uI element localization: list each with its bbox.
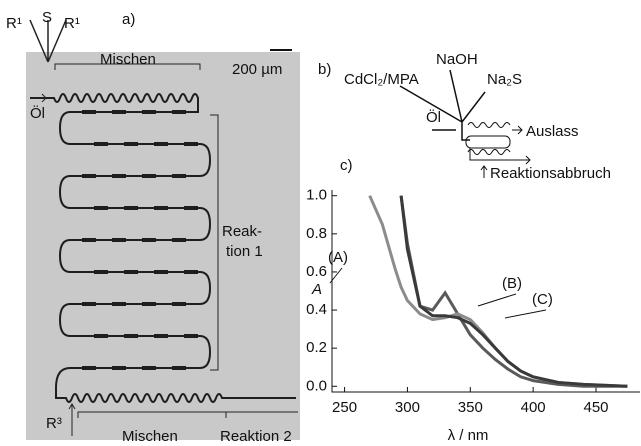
droplet xyxy=(94,334,108,338)
schematic-label: Na₂S xyxy=(487,71,522,88)
droplet xyxy=(124,142,138,146)
x-tick-label: 300 xyxy=(395,399,420,416)
droplet xyxy=(112,302,126,306)
label-leader xyxy=(504,309,547,319)
droplet xyxy=(172,302,186,306)
droplet xyxy=(172,174,186,178)
chip-channels xyxy=(30,93,296,403)
droplet xyxy=(142,366,156,370)
droplet xyxy=(112,174,126,178)
droplet xyxy=(142,238,156,242)
droplet xyxy=(142,110,156,114)
x-tick-label: 450 xyxy=(583,399,608,416)
droplet xyxy=(154,142,168,146)
droplet xyxy=(82,366,96,370)
droplet xyxy=(172,238,186,242)
y-tick-label: 0.2 xyxy=(306,339,327,356)
droplet xyxy=(124,270,138,274)
y-axis-label: A xyxy=(311,281,322,298)
droplet xyxy=(154,270,168,274)
scale-label: 200 µm xyxy=(232,61,282,78)
droplet xyxy=(184,334,198,338)
x-tick-label: 400 xyxy=(521,399,546,416)
y-tick-label: 0.4 xyxy=(306,301,327,318)
droplet xyxy=(142,302,156,306)
schematic-label: NaOH xyxy=(436,51,478,68)
x-tick-label: 350 xyxy=(458,399,483,416)
droplet xyxy=(142,174,156,178)
axis xyxy=(331,190,640,393)
droplet xyxy=(112,238,126,242)
droplet xyxy=(94,206,108,210)
series-line xyxy=(368,195,628,388)
schematic-label: Reaktionsabbruch xyxy=(490,165,611,182)
series-line xyxy=(399,195,628,388)
schematic-label: Auslass xyxy=(526,123,579,140)
inlet-label: R¹ xyxy=(64,15,80,32)
reaction-label: Reaktion 2 xyxy=(220,428,292,445)
chart: A λ / nm 0.0 0.2 0.4 0.6 0.8 1.0 250 300 350 400 4… xyxy=(306,187,640,444)
schematic-loop xyxy=(465,135,511,149)
series-label: (C) xyxy=(532,291,553,308)
bracket xyxy=(210,114,219,371)
droplet xyxy=(172,110,186,114)
schematic-label: Öl xyxy=(426,108,441,126)
droplet xyxy=(154,206,168,210)
droplet xyxy=(82,238,96,242)
droplet xyxy=(112,110,126,114)
series-label: (B) xyxy=(502,275,522,292)
channel xyxy=(30,93,296,403)
oil-arrow xyxy=(30,93,47,103)
bracket xyxy=(54,63,201,70)
droplet xyxy=(94,142,108,146)
droplet xyxy=(82,110,96,114)
droplet xyxy=(184,142,198,146)
label-leader xyxy=(329,267,343,284)
panel-label: a) xyxy=(122,11,135,28)
droplet xyxy=(172,366,186,370)
inlet-arrows xyxy=(29,19,67,63)
inlet-arrow xyxy=(68,403,76,436)
inlet-label: R¹ xyxy=(6,15,22,32)
droplet xyxy=(94,270,108,274)
inlet-label: R³ xyxy=(46,415,62,432)
inlet-label: S xyxy=(42,9,52,26)
droplet xyxy=(184,206,198,210)
reaction-label: Reak- xyxy=(222,223,262,240)
droplet xyxy=(82,174,96,178)
droplet xyxy=(154,334,168,338)
mixing-label: Mischen xyxy=(122,428,178,445)
panel-label: b) xyxy=(318,61,331,78)
y-tick-label: 0.0 xyxy=(306,377,327,394)
y-tick-label: 0.8 xyxy=(306,225,327,242)
schematic-lines xyxy=(399,69,486,141)
schematic-arrows xyxy=(469,125,531,178)
mixing-label: Mischen xyxy=(100,51,156,68)
schematic-label: CdCl₂/MPA xyxy=(344,71,419,88)
bracket xyxy=(77,411,298,418)
label-leader xyxy=(477,293,517,307)
series-line xyxy=(399,195,628,388)
chip-background xyxy=(26,52,300,440)
y-tick-label: 1.0 xyxy=(306,187,327,204)
droplet xyxy=(112,366,126,370)
droplet xyxy=(184,270,198,274)
panel-label: c) xyxy=(340,157,353,174)
droplet xyxy=(124,206,138,210)
reaction-label: tion 1 xyxy=(226,243,263,260)
series-label: (A) xyxy=(328,249,348,266)
schematic-mixer xyxy=(467,122,511,155)
y-tick-label: 0.6 xyxy=(306,263,327,280)
x-axis-label: λ / nm xyxy=(448,427,489,444)
x-tick-label: 250 xyxy=(332,399,357,416)
droplet xyxy=(124,334,138,338)
droplet xyxy=(82,302,96,306)
oil-label: Öl xyxy=(30,104,45,122)
